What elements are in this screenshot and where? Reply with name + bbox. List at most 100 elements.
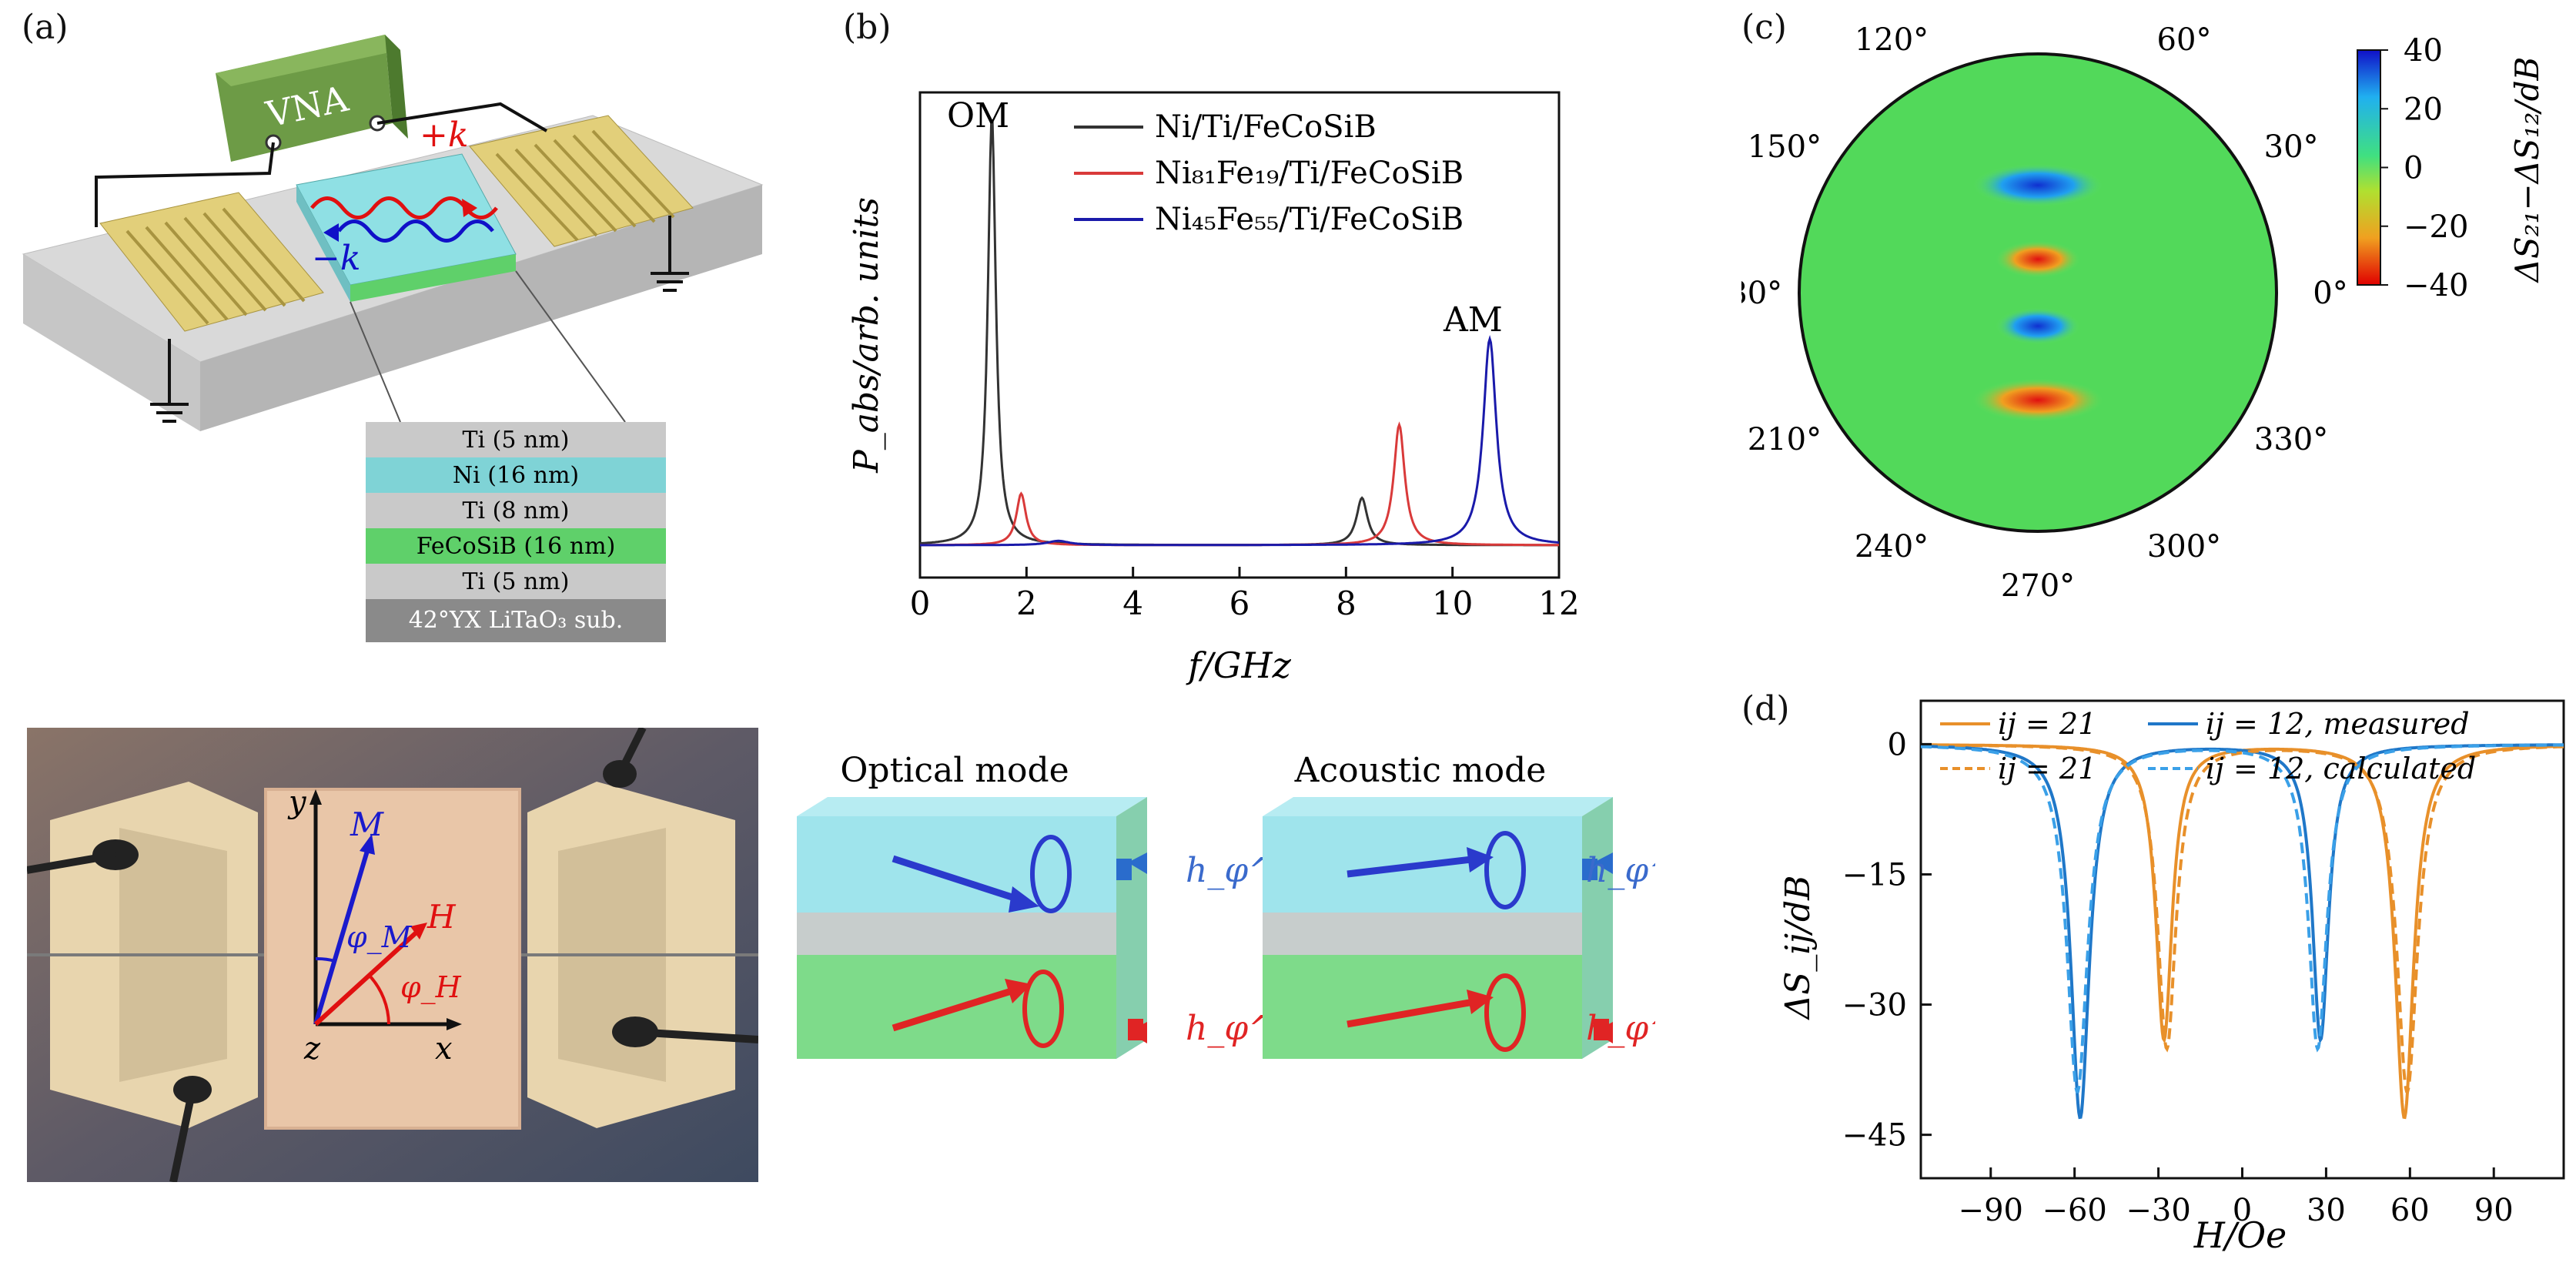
heatmap-feature-2 [1996,240,2080,278]
acoustic-block [1263,797,1613,1059]
acoustic-field-b: h_φ^B [1586,851,1655,890]
panel-b-chart: 0 2 4 6 8 10 12 f/GHz P_abs/arb. units OM AM N… [847,91,1580,686]
series-line-3 [1921,743,2564,1094]
angle-label: 60° [2157,22,2212,58]
annotation-om: OM [947,96,1009,136]
x-tick-label: −30 [2126,1193,2190,1228]
panel-label-a: (a) [22,8,69,47]
colorbar-tick-label: 20 [2404,92,2443,127]
x-tick-label: 60 [2390,1193,2430,1228]
y-axis-label: ΔS_ij/dB [1778,876,1818,1021]
panel-a-schematic: +k −k VNA Ti (5 nm) Ni (16 nm) Ti (8 nm)… [22,35,764,642]
colorbar-tick-label: 0 [2404,151,2423,186]
angle-label: 270° [2001,568,2075,601]
x-axis-label: H/Oe [2193,1214,2287,1256]
angle-label: 210° [1748,422,1822,457]
layer-3: Ti (8 nm) [463,497,570,524]
colorbar-label: ΔS₂₁−ΔS₁₂/dB [2508,57,2546,284]
label-angle-h: φ_H [400,970,462,1005]
layer-1: Ti (5 nm) [463,427,570,454]
mode-schematic: Optical mode Acoustic mode h_φ^B h_φ^A [797,751,1655,1059]
micrograph-photo: y x z M H φ_M φ_H [27,728,758,1182]
colorbar-tick-label: −40 [2404,268,2468,303]
legend-entry-2: Ni₈₁Fe₁₉/Ti/FeCoSiB [1155,156,1464,191]
y-tick-label: −45 [1842,1118,1907,1154]
label-plus-k: +k [420,116,469,155]
idt-left [99,192,324,332]
x-tick-label: 6 [1229,584,1250,622]
label-angle-m: φ_M [346,920,413,955]
y-tick-label: −15 [1842,857,1907,893]
angle-label: 90° [2011,15,2066,18]
x-tick-label: 2 [1016,584,1037,622]
x-tick-label: 90 [2474,1193,2514,1228]
ground-right [651,216,689,292]
annotation-am: AM [1443,300,1503,340]
heatmap-feature-4 [1972,378,2103,422]
vna-box: VNA [216,35,408,162]
label-axis-y: y [287,785,307,820]
angle-label: 120° [1855,22,1929,58]
panel-d-chart: −90 −60 −30 0 30 60 90 0 −15 −30 −45 H/Oe ΔS_ij/dB… [1778,699,2565,1256]
x-tick-label: 4 [1122,584,1143,622]
label-axis-z: z [303,1031,321,1067]
panel-label-c: (c) [1741,8,1787,47]
x-tick-label: −90 [1959,1193,2023,1228]
angle-label: 180° [1741,276,1782,311]
layer-stack: Ti (5 nm) Ni (16 nm) Ti (8 nm) FeCoSiB (… [366,422,666,642]
vector-m [313,842,372,1025]
legend-entry-1: Ni/Ti/FeCoSiB [1155,109,1377,145]
optical-arrow-bottom [892,986,1018,1032]
legend: ij = 21 ij = 12, measured ij = 21 ij = 1… [1940,707,2476,785]
acoustic-mode-title: Acoustic mode [1294,751,1547,790]
ground-left [150,339,189,423]
y-axis-label: P_abs/arb. units [847,197,886,474]
series-line-4 [1921,743,2564,1094]
colorbar-tick-label: 40 [2404,33,2443,69]
angle-label: 240° [1855,529,1929,564]
optical-mode-title: Optical mode [840,751,1069,790]
x-tick-label: −60 [2042,1193,2106,1228]
optical-arrow-top [892,855,1025,905]
label-vector-h: H [427,898,457,936]
angle-label: 30° [2264,129,2319,165]
heatmap-feature-3 [1996,307,2080,345]
label-axis-x: x [435,1031,453,1067]
legend-entry-2: ij = 12, measured [2206,707,2470,741]
optical-block [797,797,1147,1059]
angle-label: 0° [2313,276,2347,311]
acoustic-field-a: h_φ^A [1586,1009,1655,1048]
layer-6: 42°YX LiTaO₃ sub. [409,607,624,634]
y-tick-label: 0 [1888,727,1907,762]
label-vector-m: M [350,805,384,843]
label-minus-k: −k [312,239,361,278]
layer-5: Ti (5 nm) [463,568,570,595]
vector-h [313,927,422,1027]
x-tick-label: 30 [2307,1193,2346,1228]
layer-4: FeCoSiB (16 nm) [417,533,616,560]
legend-entry-3: ij = 21 [1998,752,2096,785]
panel-c-chart: 0° 30° 60° 90° 120° 150° 180° 210° 240° 270° 300° 3… [1741,15,2546,601]
heatmap-feature-1 [1972,163,2103,207]
legend-entry-1: ij = 21 [1998,707,2096,741]
x-tick-label: 0 [910,584,931,622]
legend-entry-4: ij = 12, calculated [2206,752,2476,785]
layer-2: Ni (16 nm) [453,462,579,489]
colorbar-tick-label: −20 [2404,209,2468,245]
series-line-3 [920,335,1560,547]
series-line-2 [1921,743,2564,1120]
y-tick-label: −30 [1842,988,1907,1023]
panel-label-d: (d) [1741,689,1790,728]
angle-label: 330° [2254,422,2328,457]
panel-label-b: (b) [843,8,892,47]
wave-minus-k [337,219,494,243]
x-tick-label: 0 [2233,1193,2252,1228]
colorbar [2357,49,2381,286]
x-axis-label: f/GHz [1186,645,1291,686]
angle-label: 150° [1748,129,1822,165]
idt-right [469,115,694,247]
angle-label: 300° [2147,529,2221,564]
legend-entry-3: Ni₄₅Fe₅₅/Ti/FeCoSiB [1155,202,1464,237]
x-tick-label: 12 [1538,584,1579,622]
polar-disk [1798,52,2278,533]
